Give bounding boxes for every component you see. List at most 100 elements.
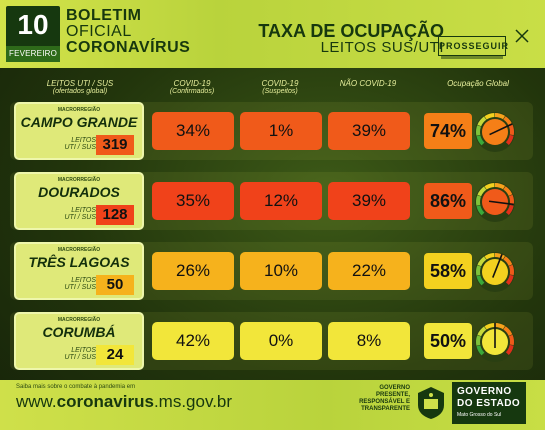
- region-card-tres-lagoas: MACRORREGIÃO TRÊS LAGOAS LEITOS UTI / SUS…: [14, 242, 144, 300]
- col-header-nao-covid: NÃO COVID-19: [328, 80, 408, 88]
- gauge-scale-segment: [503, 326, 513, 336]
- leitos-label: LEITOS UTI / SUS: [52, 347, 96, 361]
- title-line-2: OFICIAL: [66, 23, 132, 40]
- col-header-nao-covid-line1: NÃO COVID-19: [339, 79, 397, 88]
- cell-confirmados: 26%: [152, 252, 234, 290]
- gauge-scale-segment: [508, 334, 514, 346]
- footer-bar: Saiba mais sobre o combate à pandemia em…: [0, 380, 545, 430]
- government-logo: GOVERNO DO ESTADO Mato Grosso do Sul: [452, 382, 526, 424]
- leitos-count: 50: [96, 275, 134, 295]
- leitos-label-line2: UTI / SUS: [64, 284, 96, 291]
- region-macro-label: MACRORREGIÃO: [57, 107, 101, 113]
- gauge-scale-segment: [484, 253, 495, 260]
- leitos-count: 128: [96, 205, 134, 225]
- cell-nao-covid: 22%: [328, 252, 410, 290]
- region-macro-label: MACRORREGIÃO: [57, 317, 101, 323]
- leitos-label-line2: UTI / SUS: [64, 214, 96, 221]
- col-header-confirmados-line1: COVID-19: [173, 79, 211, 88]
- cell-suspeitos: 0%: [240, 322, 322, 360]
- occupancy-title: TAXA DE OCUPAÇÃO LEITOS SUS/UTI: [236, 22, 444, 55]
- region-name: CORUMBÁ: [42, 324, 116, 340]
- gauge-scale-segment: [476, 265, 482, 276]
- leitos-label: LEITOS UTI / SUS: [52, 207, 96, 221]
- region-card-corumba: MACRORREGIÃO CORUMBÁ LEITOS UTI / SUS 24: [14, 312, 144, 370]
- col-header-leitos-line2: (ofertados global): [52, 88, 108, 95]
- col-header-suspeitos-line2: (Suspeitos): [262, 88, 298, 95]
- website-link[interactable]: www.coronavirus.ms.gov.br: [16, 392, 232, 412]
- region-name: CAMPO GRANDE: [20, 114, 138, 130]
- col-header-confirmados: COVID-19 (Confirmados): [152, 80, 232, 96]
- cell-nao-covid: 39%: [328, 182, 410, 220]
- gauge-scale-segment: [505, 344, 514, 356]
- leitos-label-line2: UTI / SUS: [64, 354, 96, 361]
- cell-suspeitos: 10%: [240, 252, 322, 290]
- region-card-dourados: MACRORREGIÃO DOURADOS LEITOS UTI / SUS 12…: [14, 172, 144, 230]
- prosseguir-underline: [441, 56, 503, 59]
- leitos-count: 319: [96, 135, 134, 155]
- prosseguir-logo: PROSSEGUIR: [438, 36, 508, 56]
- col-header-suspeitos-line1: COVID-19: [261, 79, 299, 88]
- cell-nao-covid: 8%: [328, 322, 410, 360]
- gauge-scale-segment: [484, 183, 495, 190]
- col-header-suspeitos: COVID-19 (Suspeitos): [240, 80, 320, 96]
- leitos-label: LEITOS UTI / SUS: [52, 277, 96, 291]
- cell-nao-covid: 39%: [328, 112, 410, 150]
- gauge-scale-segment: [484, 113, 495, 120]
- cell-global: 50%: [424, 323, 472, 359]
- gauge-needle: [488, 200, 514, 206]
- gauge-icon: [475, 182, 515, 222]
- gauge-scale-segment: [477, 256, 487, 267]
- gauge-scale-segment: [494, 183, 506, 190]
- leitos-label-line1: LEITOS: [71, 137, 96, 144]
- gauge-scale-segment: [476, 125, 482, 136]
- gauge-scale-segment: [476, 345, 485, 356]
- gauge-scale-segment: [476, 335, 482, 346]
- gauge-scale-segment: [505, 274, 514, 286]
- leitos-label-line1: LEITOS: [71, 277, 96, 284]
- gauge-scale-segment: [477, 116, 487, 127]
- leitos-label-line2: UTI / SUS: [64, 144, 96, 151]
- leitos-label-line1: LEITOS: [71, 207, 96, 214]
- leitos-count: 24: [96, 345, 134, 365]
- header-bar: 10 FEVEREIRO BOLETIM OFICIAL CORONAVÍRUS…: [0, 0, 545, 68]
- region-macro-label: MACRORREGIÃO: [57, 177, 101, 183]
- gauge-scale-segment: [477, 326, 487, 337]
- col-header-confirmados-line2: (Confirmados): [169, 88, 215, 95]
- cell-suspeitos: 1%: [240, 112, 322, 150]
- gauge-scale-segment: [508, 264, 514, 276]
- url-suffix: .ms.gov.br: [153, 392, 233, 411]
- gauge-scale-segment: [476, 195, 482, 206]
- gauge-icon: [475, 112, 515, 152]
- col-header-leitos: LEITOS UTI / SUS (ofertados global): [20, 80, 140, 96]
- gauge-scale-segment: [476, 205, 485, 216]
- gauge-scale-segment: [494, 253, 506, 260]
- leitos-label: LEITOS UTI / SUS: [52, 137, 96, 151]
- cell-suspeitos: 12%: [240, 182, 322, 220]
- slogan-line1: GOVERNO: [379, 385, 410, 391]
- gov-line1: GOVERNO: [457, 386, 512, 397]
- gauge-scale-segment: [476, 275, 485, 286]
- gauge-scale-segment: [476, 135, 485, 146]
- bulletin-title: BOLETIM OFICIAL CORONAVÍRUS: [66, 8, 190, 56]
- gov-line3: Mato Grosso do Sul: [457, 412, 502, 418]
- gauge-scale-segment: [494, 113, 506, 120]
- col-header-global-line1: Ocupação Global: [447, 79, 509, 88]
- gauge-scale-segment: [477, 186, 487, 197]
- gauge-icon: [475, 252, 515, 292]
- slogan-line2: PRESENTE,: [375, 392, 410, 398]
- gauge-icon: [475, 322, 515, 362]
- cell-global: 74%: [424, 113, 472, 149]
- url-prefix: www.: [16, 392, 57, 411]
- slogan-line3: RESPONSÁVEL E: [359, 399, 410, 405]
- occupancy-title-main: TAXA DE OCUPAÇÃO: [258, 21, 444, 41]
- cell-global: 86%: [424, 183, 472, 219]
- gauge-scale-segment: [503, 186, 513, 196]
- title-line-1: BOLETIM: [66, 7, 142, 24]
- cell-confirmados: 35%: [152, 182, 234, 220]
- region-name: TRÊS LAGOAS: [28, 254, 130, 270]
- url-bold: coronavirus: [56, 392, 154, 411]
- cell-confirmados: 42%: [152, 322, 234, 360]
- date-box: 10 FEVEREIRO: [6, 6, 60, 62]
- occupancy-title-sub: LEITOS SUS/UTI: [320, 39, 444, 56]
- date-day: 10: [17, 9, 49, 40]
